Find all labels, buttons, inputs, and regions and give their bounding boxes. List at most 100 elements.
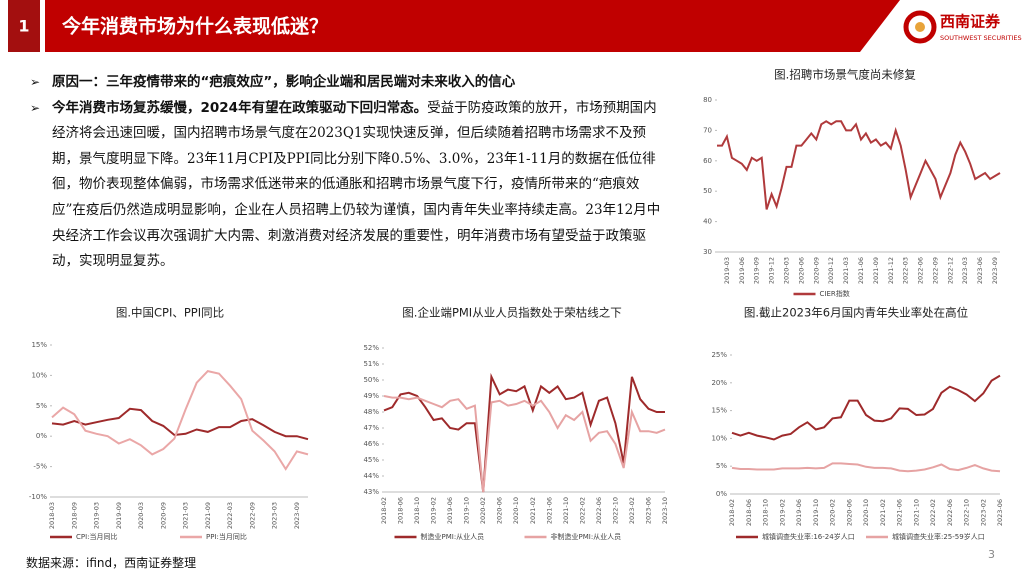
chart-title: 图.企业端PMI从业人员指数处于荣枯线之下 (402, 306, 621, 320)
x-tick-label: 2020-09 (159, 502, 167, 529)
x-tick-label: 2019-03 (93, 502, 101, 529)
y-tick-label: 51% (363, 360, 379, 368)
x-tick-label: 2019-09 (115, 502, 123, 529)
bullet: 今年消费市场复苏缓慢，2024年有望在政策驱动下回归常态。受益于防疫政策的放开，… (30, 96, 670, 275)
legend-label: 城镇调查失业率:16-24岁人口 (762, 532, 855, 541)
x-tick-label: 2023-03 (961, 257, 969, 284)
y-tick-label: 30 (703, 248, 712, 256)
x-tick-label: 2018-02 (728, 499, 736, 526)
x-tick-label: 2021-09 (204, 502, 212, 529)
bullet: 原因一：三年疫情带来的“疤痕效应”，影响企业端和居民端对未来收入的信心 (30, 70, 670, 96)
bullet-text: 受益于防疫政策的放开，市场预期国内经济将会迅速回暖，国内招聘市场景气度在2023… (52, 99, 661, 270)
x-tick-label: 2022-09 (248, 502, 256, 529)
x-tick-label: 2021-06 (896, 499, 904, 526)
x-tick-label: 2022-06 (917, 257, 925, 284)
x-tick-label: 2020-10 (512, 497, 520, 524)
section-number: 1 (18, 17, 29, 36)
x-tick-label: 2023-06 (976, 257, 984, 284)
x-tick-label: 2023-02 (979, 499, 987, 526)
x-tick-label: 2018-10 (413, 497, 421, 524)
x-tick-label: 2019-10 (463, 497, 471, 524)
legend-label: PPI:当月同比 (206, 532, 247, 541)
x-tick-label: 2021-10 (912, 499, 920, 526)
y-tick-label: -10% (29, 493, 47, 501)
x-tick-label: 2018-10 (762, 499, 770, 526)
y-tick-label: 70 (703, 126, 712, 134)
x-tick-label: 2020-06 (496, 497, 504, 524)
x-tick-label: 2022-06 (595, 497, 603, 524)
x-tick-label: 2019-03 (723, 257, 731, 284)
x-tick-label: 2023-06 (996, 499, 1004, 526)
x-tick-label: 2022-03 (226, 502, 234, 529)
bullet-bold: 原因一：三年疫情带来的“疤痕效应”，影响企业端和居民端对未来收入的信心 (52, 74, 516, 90)
source: 数据来源：ifind，西南证券整理 (26, 556, 197, 570)
x-tick-label: 2022-06 (946, 499, 954, 526)
legend-label: 非制造业PMI:从业人员 (551, 532, 622, 541)
x-tick-label: 2019-10 (812, 499, 820, 526)
legend-label: CIER指数 (820, 289, 850, 298)
x-tick-label: 2022-02 (578, 497, 586, 524)
y-tick-label: 5% (36, 402, 47, 410)
legend-label: 制造业PMI:从业人员 (421, 532, 485, 541)
x-tick-label: 2019-06 (738, 257, 746, 284)
y-tick-label: 5% (716, 462, 727, 470)
x-tick-label: 2021-02 (879, 499, 887, 526)
chart-title: 图.招聘市场景气度尚未修复 (774, 68, 916, 82)
y-tick-label: 40 (703, 218, 712, 226)
x-tick-label: 2020-03 (783, 257, 791, 284)
x-tick-label: 2023-10 (661, 497, 669, 524)
chart-title: 图.中国CPI、PPI同比 (116, 306, 224, 320)
x-tick-label: 2020-09 (812, 257, 820, 284)
x-tick-label: 2022-03 (902, 257, 910, 284)
y-tick-label: 50% (363, 376, 379, 384)
x-tick-label: 2020-12 (827, 257, 835, 284)
x-tick-label: 2018-09 (70, 502, 78, 529)
page-number: 3 (988, 548, 995, 561)
y-tick-label: 15% (711, 407, 727, 415)
x-tick-label: 2019-12 (768, 257, 776, 284)
series-line (731, 374, 1001, 441)
y-tick-label: 44% (363, 472, 379, 480)
x-tick-label: 2018-06 (397, 497, 405, 524)
section-block (8, 0, 40, 52)
x-tick-label: 2022-12 (946, 257, 954, 284)
x-tick-label: 2018-02 (380, 497, 388, 524)
legend-label: 城镇调查失业率:25-59岁人口 (892, 532, 985, 541)
x-tick-label: 2022-09 (931, 257, 939, 284)
y-tick-label: 52% (363, 344, 379, 352)
logo-text: 西南证券 (940, 13, 1001, 31)
series-line (383, 395, 666, 493)
y-tick-label: 25% (711, 351, 727, 359)
x-tick-label: 2023-02 (628, 497, 636, 524)
logo-dot (915, 22, 925, 32)
y-tick-label: 10% (711, 434, 727, 442)
series-line (51, 370, 309, 471)
y-tick-label: 0% (36, 432, 47, 440)
y-tick-label: 43% (363, 488, 379, 496)
x-tick-label: 2020-06 (797, 257, 805, 284)
logo-subtext: SOUTHWEST SECURITIES (940, 34, 1022, 42)
y-tick-label: 50 (703, 187, 712, 195)
y-tick-label: 0% (716, 490, 727, 498)
x-tick-label: 2021-03 (182, 502, 190, 529)
legend-label: CPI:当月同比 (76, 532, 118, 541)
x-tick-label: 2023-09 (991, 257, 999, 284)
x-tick-label: 2018-06 (745, 499, 753, 526)
bullet-bold: 今年消费市场复苏缓慢，2024年有望在政策驱动下回归常态。 (52, 99, 428, 116)
y-tick-label: 60 (703, 157, 712, 165)
series-line (51, 407, 309, 441)
x-tick-label: 2018-03 (48, 502, 56, 529)
y-tick-label: 20% (711, 379, 727, 387)
title-bar (45, 0, 900, 52)
x-tick-label: 2023-03 (271, 502, 279, 529)
x-tick-label: 2020-10 (862, 499, 870, 526)
x-tick-label: 2023-09 (293, 502, 301, 529)
x-tick-label: 2021-09 (872, 257, 880, 284)
body-text: 原因一：三年疫情带来的“疤痕效应”，影响企业端和居民端对未来收入的信心 今年消费… (30, 70, 670, 275)
series-line (717, 120, 1001, 210)
y-tick-label: -5% (33, 463, 47, 471)
x-tick-label: 2020-06 (845, 499, 853, 526)
x-tick-label: 2021-03 (842, 257, 850, 284)
